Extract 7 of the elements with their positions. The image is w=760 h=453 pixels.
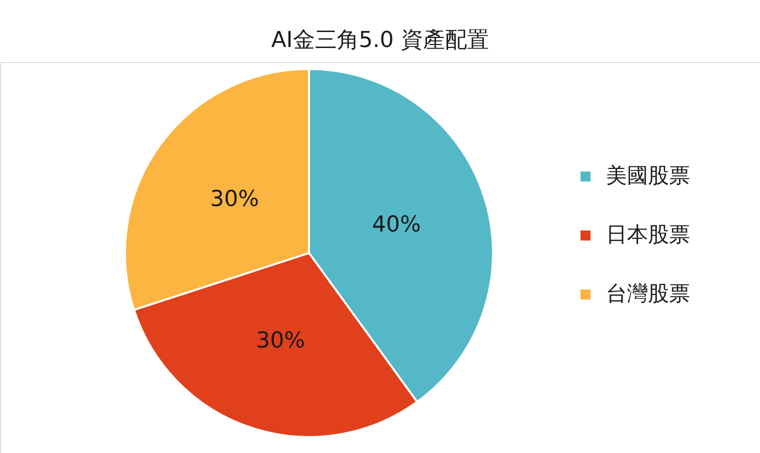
- data-label: 40%: [372, 212, 421, 238]
- legend-label: 日本股票: [606, 222, 690, 246]
- data-label: 30%: [210, 186, 260, 212]
- legend-label: 美國股票: [606, 164, 690, 188]
- data-label: 30%: [256, 328, 306, 354]
- chart-title: AI金三角5.0 資產配置: [271, 28, 489, 53]
- legend-label: 台灣股票: [606, 282, 690, 306]
